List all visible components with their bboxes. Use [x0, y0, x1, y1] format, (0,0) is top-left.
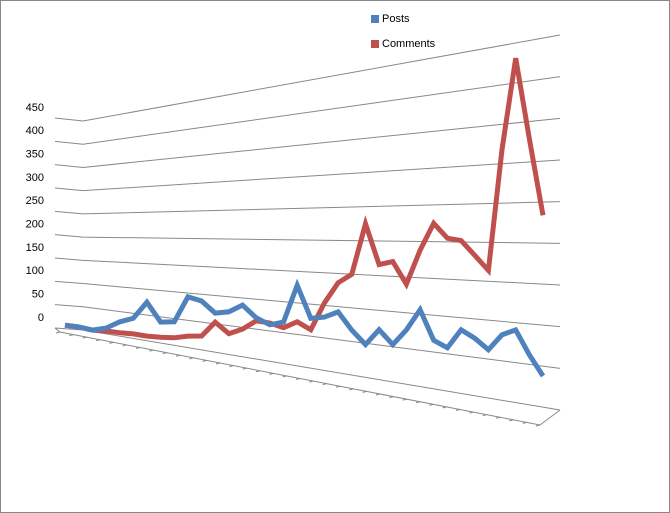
category-tick — [482, 414, 487, 417]
category-tick — [495, 416, 501, 419]
category-tick — [269, 372, 274, 375]
category-tick — [295, 378, 301, 380]
y-tick-label: 300 — [26, 172, 44, 184]
category-tick — [375, 393, 381, 396]
category-tick — [242, 367, 247, 370]
category-tick — [402, 398, 407, 401]
grid-line — [54, 117, 561, 168]
category-tick — [509, 419, 514, 422]
y-tick-label: 0 — [38, 312, 44, 324]
grid-line — [54, 201, 561, 215]
category-tick — [149, 349, 154, 352]
y-tick-label: 250 — [26, 195, 44, 207]
category-tick — [82, 336, 87, 339]
category-tick — [415, 401, 421, 404]
y-tick-label: 100 — [26, 265, 44, 277]
category-tick — [69, 334, 74, 337]
grid-line — [54, 76, 561, 145]
category-tick — [335, 385, 341, 388]
grid-line — [54, 159, 561, 192]
category-tick — [109, 341, 114, 344]
category-tick — [309, 380, 314, 383]
category-tick — [282, 375, 287, 378]
legend-label: Comments — [382, 38, 436, 50]
y-tick-label: 350 — [26, 149, 44, 161]
category-tick — [455, 409, 461, 411]
category-tick — [255, 370, 261, 373]
category-tick — [469, 411, 474, 414]
y-tick-label: 450 — [26, 102, 44, 114]
category-tick — [429, 403, 434, 406]
category-tick — [362, 390, 367, 393]
grid-line — [54, 34, 561, 122]
category-tick — [189, 357, 194, 360]
category-tick — [135, 347, 141, 349]
y-tick-label: 400 — [26, 125, 44, 137]
y-tick-label: 50 — [32, 289, 44, 301]
legend-swatch — [371, 15, 379, 23]
series-line — [64, 57, 546, 341]
category-tick — [535, 424, 541, 427]
category-tick — [122, 344, 127, 347]
category-tick — [175, 354, 181, 357]
category-tick — [95, 339, 101, 342]
category-tick — [322, 383, 327, 386]
category-tick — [202, 359, 207, 362]
category-tick — [389, 396, 394, 399]
legend-label: Posts — [382, 13, 410, 25]
category-tick — [229, 365, 234, 368]
category-tick — [162, 352, 167, 355]
category-tick — [442, 406, 447, 409]
y-tick-label: 150 — [26, 242, 44, 254]
category-tick — [349, 388, 354, 391]
grid-line — [54, 304, 561, 369]
category-tick — [522, 421, 527, 424]
legend-swatch — [371, 40, 379, 48]
grid-line — [54, 280, 561, 328]
grid-line — [54, 234, 561, 244]
y-tick-label: 200 — [26, 219, 44, 231]
category-tick — [215, 362, 221, 365]
category-tick — [55, 331, 61, 334]
series-line — [64, 278, 546, 378]
